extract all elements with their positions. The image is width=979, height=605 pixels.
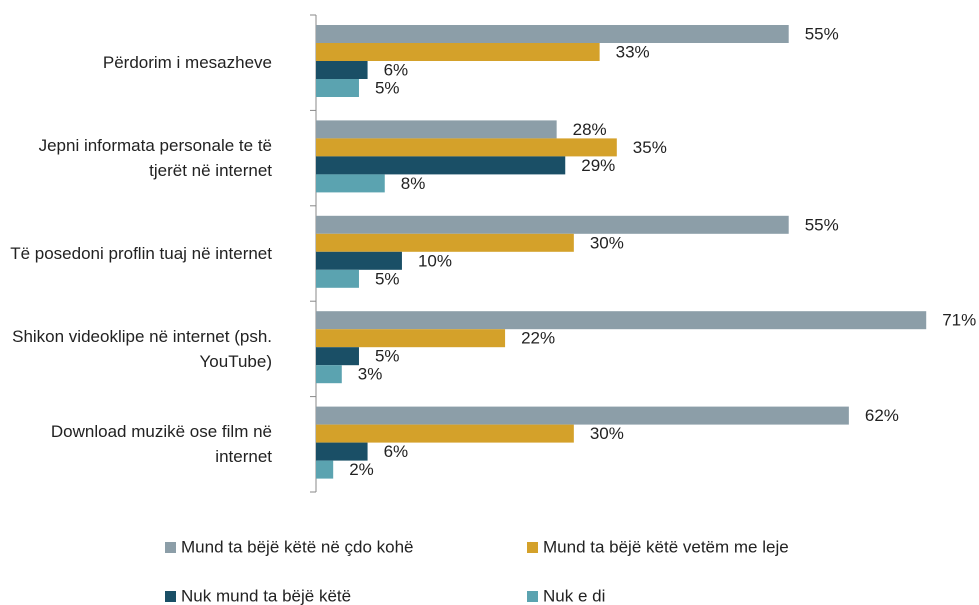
value-label: 71% — [942, 311, 976, 330]
legend-label: Mund ta bëjë këtë vetëm me leje — [543, 537, 789, 556]
value-label: 6% — [384, 442, 409, 461]
bar — [316, 138, 617, 157]
value-label: 3% — [358, 365, 383, 384]
legend-label: Nuk e di — [543, 586, 605, 605]
bar — [316, 424, 574, 443]
legend-swatch — [165, 591, 176, 602]
bar — [316, 329, 506, 348]
bar — [316, 251, 402, 270]
legend-swatch — [527, 591, 538, 602]
value-label: 55% — [805, 215, 839, 234]
value-label: 28% — [573, 120, 607, 139]
value-label: 10% — [418, 251, 452, 270]
value-label: 5% — [375, 347, 400, 366]
bar — [316, 311, 927, 330]
bar — [316, 43, 600, 61]
value-label: 2% — [349, 460, 374, 479]
legend-label: Mund ta bëjë këtë në çdo kohë — [181, 537, 414, 556]
value-label: 33% — [616, 42, 650, 61]
bar — [316, 25, 789, 43]
bar — [316, 233, 574, 252]
bar — [316, 174, 385, 193]
bar — [316, 269, 359, 288]
category-label: Të posedoni proflin tuaj në internet — [10, 243, 272, 263]
legend-label: Nuk mund ta bëjë këtë — [181, 586, 351, 605]
bar — [316, 79, 359, 97]
value-label: 30% — [590, 424, 624, 443]
bar — [316, 347, 359, 366]
category-label: Shikon videoklipe në internet (psh. YouT… — [12, 326, 272, 371]
value-label: 35% — [633, 138, 667, 157]
value-label: 8% — [401, 174, 426, 193]
value-label: 22% — [521, 329, 555, 348]
value-label: 29% — [581, 156, 615, 175]
value-label: 5% — [375, 269, 400, 288]
value-label: 5% — [375, 78, 400, 97]
bar — [316, 406, 849, 425]
bar — [316, 442, 368, 461]
bar — [316, 61, 368, 79]
bar — [316, 120, 557, 139]
value-label: 30% — [590, 233, 624, 252]
bar — [316, 460, 334, 479]
legend-swatch — [165, 542, 176, 553]
category-label: Jepni informata personale te të tjerët n… — [38, 136, 272, 181]
category-label: Përdorim i mesazheve — [102, 53, 272, 73]
bar — [316, 365, 342, 384]
legend-swatch — [527, 542, 538, 553]
value-label: 55% — [805, 24, 839, 43]
value-label: 62% — [865, 406, 899, 425]
bar — [316, 215, 789, 234]
value-label: 6% — [384, 60, 409, 79]
bar — [316, 156, 566, 175]
category-label: Download muzikë ose film në internet — [50, 422, 272, 467]
